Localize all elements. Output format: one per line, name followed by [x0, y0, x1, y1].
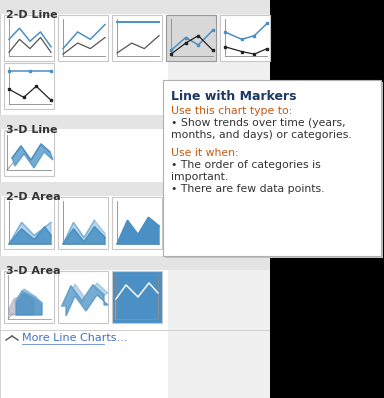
Polygon shape — [12, 144, 53, 168]
FancyBboxPatch shape — [0, 330, 270, 331]
FancyBboxPatch shape — [4, 271, 54, 323]
Text: important.: important. — [171, 172, 228, 182]
Polygon shape — [16, 291, 42, 315]
Text: Use it when:: Use it when: — [171, 148, 238, 158]
Polygon shape — [62, 285, 108, 316]
Polygon shape — [16, 289, 42, 303]
Polygon shape — [9, 227, 51, 244]
Polygon shape — [63, 220, 105, 244]
Text: • There are few data points.: • There are few data points. — [171, 184, 324, 194]
FancyBboxPatch shape — [58, 15, 108, 61]
Text: 2-D Area: 2-D Area — [6, 192, 61, 202]
FancyBboxPatch shape — [4, 63, 54, 109]
FancyBboxPatch shape — [163, 80, 381, 256]
FancyBboxPatch shape — [58, 271, 108, 323]
Text: Use this chart type to:: Use this chart type to: — [171, 106, 292, 116]
Text: 3-D Line: 3-D Line — [6, 125, 58, 135]
FancyBboxPatch shape — [112, 271, 162, 323]
FancyBboxPatch shape — [112, 197, 162, 249]
Text: More Line Charts...: More Line Charts... — [22, 333, 127, 343]
FancyBboxPatch shape — [270, 0, 384, 398]
Text: Line with Markers: Line with Markers — [171, 90, 296, 103]
FancyBboxPatch shape — [165, 82, 383, 258]
FancyBboxPatch shape — [166, 15, 216, 61]
FancyBboxPatch shape — [112, 15, 162, 61]
FancyBboxPatch shape — [58, 197, 108, 249]
Polygon shape — [116, 283, 158, 319]
FancyBboxPatch shape — [0, 0, 270, 14]
Text: 2-D Line: 2-D Line — [6, 10, 58, 20]
FancyBboxPatch shape — [0, 182, 270, 196]
Polygon shape — [9, 293, 34, 315]
FancyBboxPatch shape — [4, 15, 54, 61]
Polygon shape — [62, 283, 108, 306]
FancyBboxPatch shape — [0, 256, 270, 270]
Polygon shape — [116, 283, 158, 319]
FancyBboxPatch shape — [0, 0, 168, 398]
Polygon shape — [9, 222, 51, 244]
Polygon shape — [117, 217, 159, 244]
FancyBboxPatch shape — [4, 197, 54, 249]
Text: • The order of categories is: • The order of categories is — [171, 160, 321, 170]
FancyBboxPatch shape — [4, 130, 54, 176]
Text: 3-D Area: 3-D Area — [6, 266, 61, 276]
FancyBboxPatch shape — [0, 115, 270, 129]
Text: • Show trends over time (years,: • Show trends over time (years, — [171, 118, 346, 128]
FancyBboxPatch shape — [220, 15, 270, 61]
Text: months, and days) or categories.: months, and days) or categories. — [171, 130, 352, 140]
Polygon shape — [63, 227, 105, 244]
